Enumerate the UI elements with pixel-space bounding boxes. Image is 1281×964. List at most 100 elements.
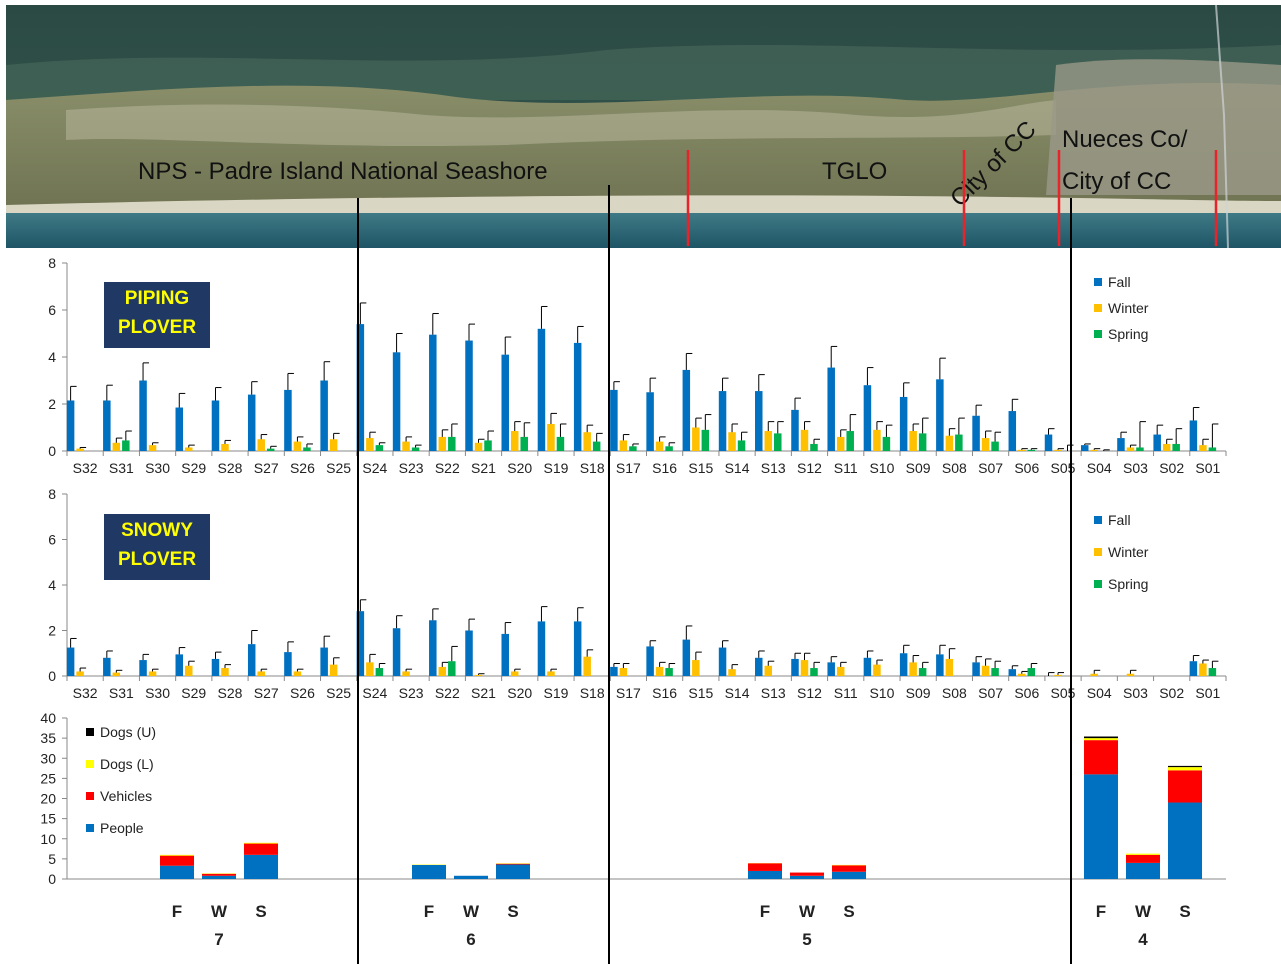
bar-winter-S13 xyxy=(764,431,773,451)
stack-people-group6 xyxy=(412,864,446,879)
bar-winter-S08 xyxy=(945,658,954,676)
bar-winter-S01 xyxy=(1199,663,1207,676)
bar-spring-S09 xyxy=(918,433,927,451)
bar-fall-S29 xyxy=(175,654,184,676)
bar-spring-S07 xyxy=(991,441,999,451)
bar-fall-S13 xyxy=(755,391,763,451)
bar-winter-S22 xyxy=(438,666,447,676)
bar-winter-S20 xyxy=(510,671,519,676)
bar-fall-S15 xyxy=(682,639,691,676)
legend-label-fall: Fall xyxy=(1108,512,1131,528)
x-category-label: S04 xyxy=(1087,460,1112,476)
x-category-label: S30 xyxy=(145,685,170,701)
bar-winter-S31 xyxy=(112,442,121,451)
bar-fall-S16 xyxy=(646,646,654,676)
y-tick-label: 25 xyxy=(40,770,56,786)
x-category-label: S09 xyxy=(906,460,931,476)
bar-winter-S09 xyxy=(909,431,917,451)
x-category-label: S26 xyxy=(290,685,315,701)
legend-swatch-winter xyxy=(1094,548,1102,556)
bar-winter-S11 xyxy=(836,436,845,451)
bar-fall-S11 xyxy=(827,367,835,451)
bar-spring-S22 xyxy=(448,661,456,676)
x-category-label: S22 xyxy=(435,685,460,701)
x-category-label: S20 xyxy=(507,460,532,476)
x-category-label: S05 xyxy=(1051,460,1076,476)
bar-fall-S20 xyxy=(501,354,509,451)
season-label: W xyxy=(463,902,480,921)
bar-fall-S16 xyxy=(646,392,654,451)
x-category-label: S29 xyxy=(181,685,206,701)
x-category-label: S13 xyxy=(761,685,786,701)
bar-winter-S12 xyxy=(800,429,809,451)
x-category-label: S16 xyxy=(652,685,677,701)
season-label: S xyxy=(507,902,518,921)
x-category-label: S13 xyxy=(761,460,786,476)
bar-fall-S24 xyxy=(356,324,365,451)
bar-winter-S29 xyxy=(185,447,193,451)
stack-dogs-l--group7 xyxy=(244,842,278,844)
x-category-label: S31 xyxy=(109,460,134,476)
bar-winter-S21 xyxy=(474,674,483,676)
bar-fall-S08 xyxy=(936,379,944,451)
x-category-label: S23 xyxy=(399,460,424,476)
bar-winter-S19 xyxy=(547,423,555,451)
snowy-badge-line2: PLOVER xyxy=(117,549,197,570)
bar-fall-S18 xyxy=(573,342,582,451)
bar-winter-S14 xyxy=(728,432,736,451)
bar-fall-S14 xyxy=(718,391,727,451)
bar-winter-S27 xyxy=(257,439,265,451)
bar-spring-S21 xyxy=(484,440,492,451)
bar-spring-S23 xyxy=(411,447,420,451)
bar-winter-S32 xyxy=(76,671,84,676)
y-tick-label: 4 xyxy=(48,577,56,593)
x-category-label: S03 xyxy=(1123,685,1148,701)
segment-number-label: 4 xyxy=(1138,930,1148,949)
bar-spring-S19 xyxy=(556,436,565,451)
segment-number-label: 6 xyxy=(466,930,475,949)
bar-winter-S06 xyxy=(1018,673,1026,676)
bar-fall-S07 xyxy=(972,662,980,676)
stack-people-group5 xyxy=(832,871,866,879)
bar-fall-S05 xyxy=(1044,434,1053,451)
season-label: S xyxy=(255,902,266,921)
x-category-label: S14 xyxy=(725,685,750,701)
y-tick-label: 4 xyxy=(48,349,56,365)
x-category-label: S31 xyxy=(109,685,134,701)
bar-fall-S09 xyxy=(899,653,908,676)
legend-swatch-fall xyxy=(1094,278,1102,286)
bar-winter-S17 xyxy=(619,440,628,451)
bar-winter-S09 xyxy=(909,662,917,676)
x-category-label: S23 xyxy=(399,685,424,701)
y-tick-label: 35 xyxy=(40,730,56,746)
x-category-label: S02 xyxy=(1159,685,1184,701)
x-category-label: S02 xyxy=(1159,460,1184,476)
bar-winter-S15 xyxy=(692,427,700,451)
legend-swatch-winter xyxy=(1094,304,1102,312)
bar-spring-S31 xyxy=(122,440,130,451)
bar-fall-S10 xyxy=(863,385,872,451)
bar-spring-S01 xyxy=(1208,668,1217,676)
x-category-label: S07 xyxy=(978,685,1003,701)
y-tick-label: 8 xyxy=(48,255,56,271)
x-category-label: S07 xyxy=(978,460,1003,476)
x-category-label: S18 xyxy=(580,685,605,701)
bar-winter-S05 xyxy=(1054,449,1062,451)
bar-winter-S32 xyxy=(76,448,84,451)
stack-dogs-u--group4 xyxy=(1084,736,1118,739)
x-category-label: S11 xyxy=(834,460,858,476)
legend-label-spring: Spring xyxy=(1108,576,1148,592)
bar-spring-S16 xyxy=(665,668,673,676)
y-tick-label: 30 xyxy=(40,750,56,766)
bar-fall-S04 xyxy=(1080,445,1089,451)
bar-fall-S17 xyxy=(610,389,618,451)
legend-swatch-vehicles xyxy=(86,792,94,800)
bar-spring-S17 xyxy=(629,446,637,451)
stack-people-group4 xyxy=(1168,802,1202,879)
bar-fall-S25 xyxy=(320,647,328,676)
y-tick-label: 40 xyxy=(40,710,56,726)
bar-winter-S02 xyxy=(1162,443,1171,451)
x-category-label: S25 xyxy=(326,685,351,701)
x-category-label: S10 xyxy=(869,685,894,701)
x-category-label: S03 xyxy=(1123,460,1148,476)
